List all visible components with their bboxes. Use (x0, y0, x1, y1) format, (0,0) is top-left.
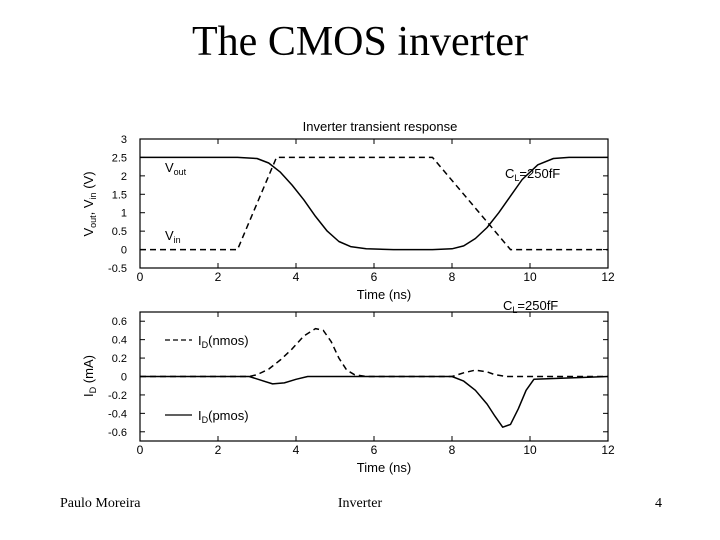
top-xtick-label: 6 (371, 270, 378, 284)
top-ytick-label: -0.5 (108, 263, 127, 275)
bottom-xlabel: Time (ns) (357, 460, 411, 475)
bot-ytick-label: -0.4 (108, 408, 127, 420)
bottom-series-group (140, 327, 609, 428)
top-xtick-label: 10 (523, 270, 537, 284)
top-ytick-label: 1.5 (112, 189, 127, 201)
top-ytick-label: 2.5 (112, 152, 127, 164)
bot-xtick-label: 6 (371, 443, 378, 457)
label-vin: Vin (165, 228, 181, 245)
top-xtick-label: 12 (601, 270, 615, 284)
top-y-tick-labels: -0.5 0 0.5 1 1.5 2 2.5 3 (108, 134, 127, 275)
chart-title: Inverter transient response (303, 119, 458, 134)
legend-pmos-label: ID(pmos) (198, 408, 249, 425)
bot-xtick-label: 0 (137, 443, 144, 457)
top-ylabel: Vout, Vin (V) (81, 171, 98, 236)
top-ytick-label: 2 (121, 171, 127, 183)
bottom-ylabel: ID (mA) (81, 355, 98, 397)
bot-ytick-label: -0.2 (108, 390, 127, 402)
bot-series-solid (140, 375, 609, 428)
top-xlabel: Time (ns) (357, 287, 411, 302)
top-xtick-label: 0 (137, 270, 144, 284)
legend-nmos-label: ID(nmos) (198, 333, 249, 350)
top-ytick-label: 3 (121, 134, 127, 146)
footer-topic: Inverter (337, 496, 383, 511)
bot-xtick-label: 4 (293, 443, 300, 457)
top-ytick-label: 0.5 (112, 226, 127, 238)
bot-xtick-label: 10 (523, 443, 537, 457)
bot-xtick-label: 2 (215, 443, 222, 457)
transient-response-figure: Inverter transient response -0.5 0 0.5 1 1.5… (81, 119, 615, 475)
bot-ytick-label: 0 (121, 372, 127, 384)
bot-xtick-label: 8 (449, 443, 456, 457)
footer-page-number: 4 (655, 496, 662, 511)
bottom-y-tick-labels: 0.6 0.4 0.2 0 -0.2 -0.4 -0.6 (108, 316, 127, 439)
slide-title: The CMOS inverter (192, 19, 528, 65)
bot-ytick-label: -0.6 (108, 427, 127, 439)
top-x-tick-labels: 0 2 4 6 8 10 12 (137, 270, 615, 284)
top-ytick-label: 0 (121, 245, 127, 257)
bot-ytick-label: 0.6 (112, 316, 127, 328)
top-xtick-label: 4 (293, 270, 300, 284)
footer-author: Paulo Moreira (60, 496, 141, 511)
top-ytick-label: 1 (121, 208, 127, 220)
top-annotation-cl: CL=250fF (505, 166, 560, 183)
label-vout: Vout (165, 160, 187, 177)
bot-xtick-label: 12 (601, 443, 615, 457)
top-series-group (140, 156, 608, 251)
bot-series-dashed (140, 327, 608, 378)
bottom-x-tick-labels: 0 2 4 6 8 10 12 (137, 443, 615, 457)
bot-ytick-label: 0.2 (112, 353, 127, 365)
bottom-annotation-cl: CL=250fF (503, 298, 558, 315)
bot-ytick-label: 0.4 (112, 335, 127, 347)
top-series-solid (140, 156, 608, 251)
top-series-dashed (140, 156, 608, 251)
top-xtick-label: 8 (449, 270, 456, 284)
top-xtick-label: 2 (215, 270, 222, 284)
